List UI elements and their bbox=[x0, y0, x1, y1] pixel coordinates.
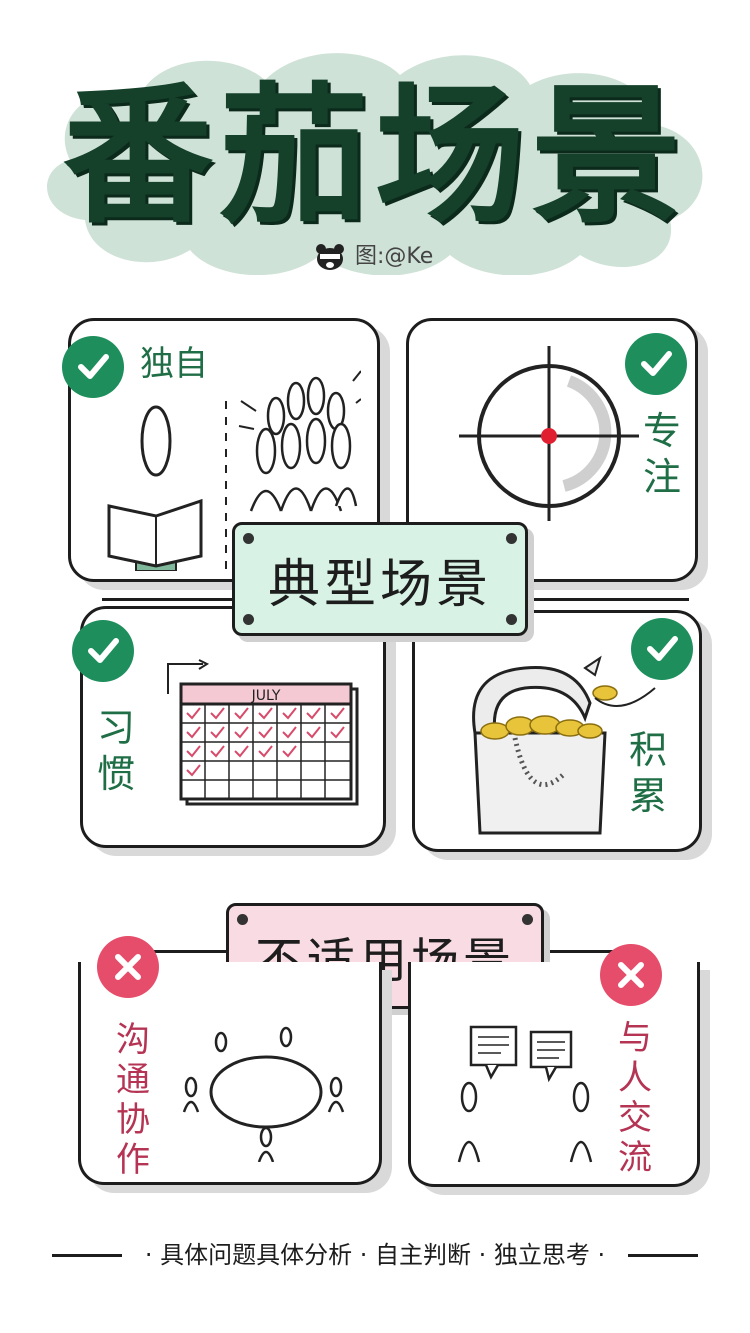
card-label-collaboration: 沟通协作 bbox=[116, 1020, 150, 1180]
card-label-habit: 习惯 bbox=[96, 706, 135, 796]
treasure-chest-illustration bbox=[472, 655, 656, 835]
bear-avatar-icon bbox=[316, 244, 344, 270]
target-illustration bbox=[459, 346, 639, 521]
connector-line bbox=[150, 950, 230, 953]
connector-line bbox=[524, 598, 689, 601]
typical-scenarios-heading: 典型场景 bbox=[232, 522, 528, 636]
check-icon bbox=[631, 618, 693, 680]
title-cloud bbox=[47, 53, 703, 275]
alone-illustration bbox=[107, 370, 361, 571]
cross-icon bbox=[600, 944, 662, 1006]
footer-motto: · 具体问题具体分析 · 自主判断 · 独立思考 · bbox=[144, 1241, 606, 1269]
footer-line-left bbox=[52, 1254, 122, 1257]
check-icon bbox=[625, 333, 687, 395]
conversation-illustration bbox=[457, 1025, 593, 1163]
cross-icon bbox=[97, 936, 159, 998]
check-icon bbox=[72, 620, 134, 682]
footer-line-right bbox=[628, 1254, 698, 1257]
card-label-accumulate: 积累 bbox=[628, 728, 667, 818]
card-label-focus: 专注 bbox=[642, 409, 681, 499]
meeting-illustration bbox=[182, 1026, 345, 1162]
calendar-month: JULY bbox=[251, 688, 281, 704]
card-collaboration bbox=[78, 962, 382, 1185]
check-icon bbox=[62, 336, 124, 398]
page-title: 番茄场景 bbox=[62, 70, 687, 244]
card-communication bbox=[408, 962, 700, 1187]
calendar-illustration: JULY bbox=[167, 659, 359, 806]
typical-heading-text: 典型场景 bbox=[267, 554, 492, 615]
connector-line bbox=[540, 950, 620, 953]
card-alone bbox=[68, 318, 380, 582]
credit-text: 图:@Ke bbox=[355, 244, 434, 269]
card-label-communication: 与人交流 bbox=[618, 1018, 652, 1178]
card-label-alone: 独自 bbox=[140, 344, 208, 384]
connector-line bbox=[102, 598, 237, 601]
credit: 图:@Ke bbox=[315, 243, 433, 271]
